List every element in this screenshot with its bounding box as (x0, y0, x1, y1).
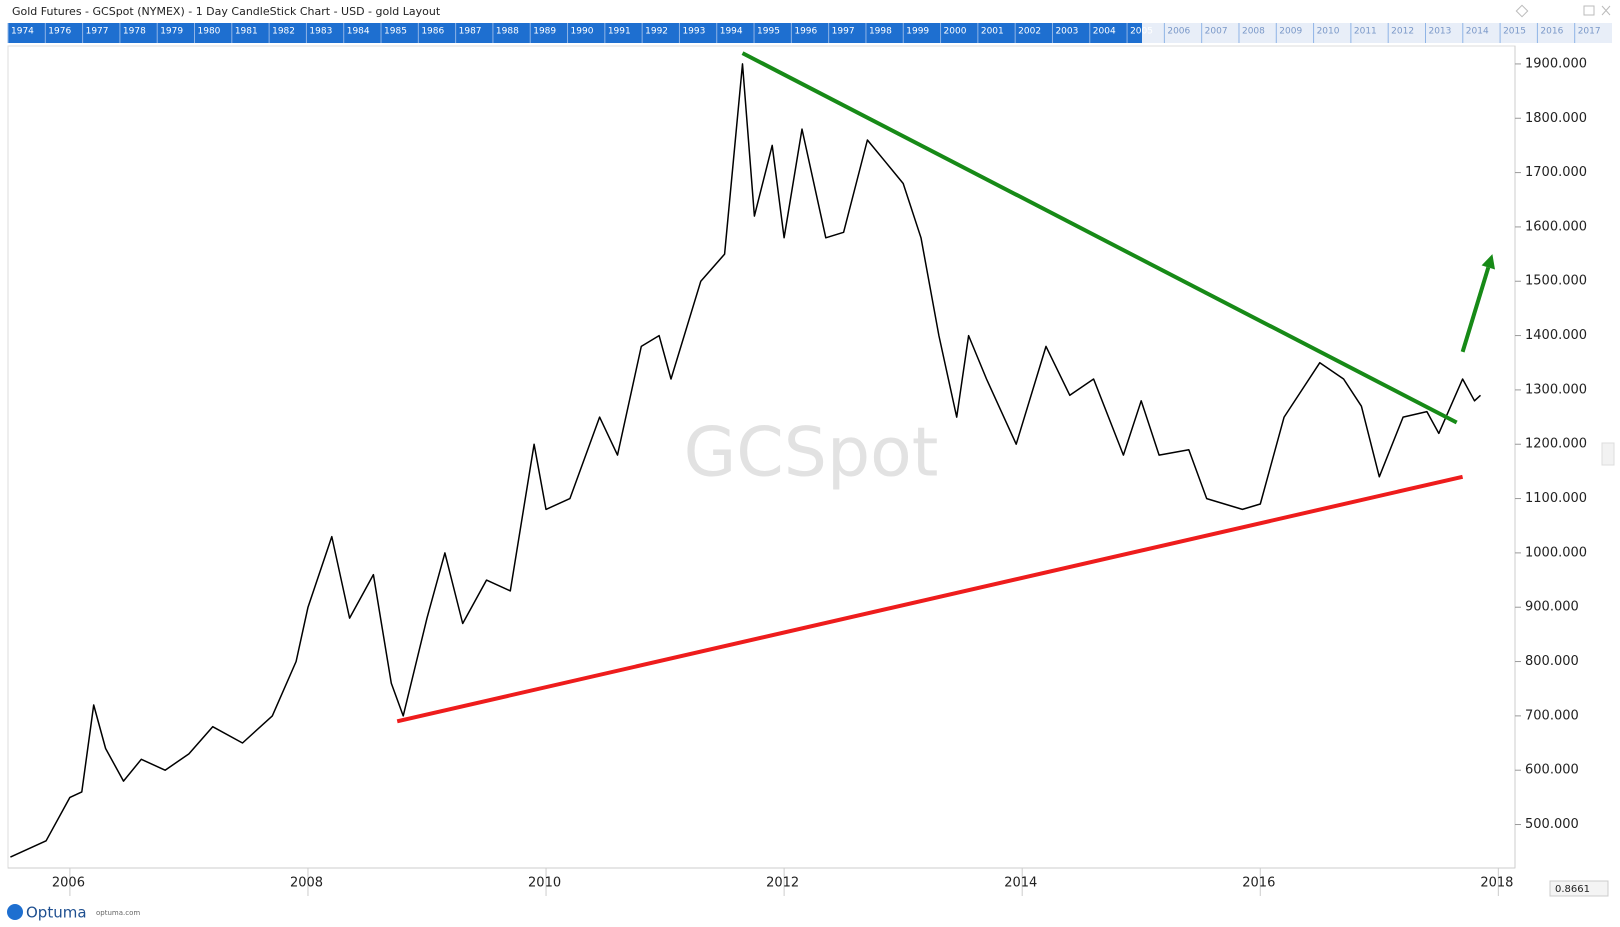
y-tick-label: 1600.000 (1525, 219, 1587, 234)
x-tick-label: 2008 (290, 876, 323, 891)
navigator-year: 1987 (459, 27, 482, 37)
navigator-year: 2002 (1018, 27, 1041, 37)
navigator-year: 1990 (571, 27, 594, 37)
icon[interactable] (1601, 5, 1611, 16)
arrow-head (1481, 254, 1496, 270)
y-tick-label: 800.000 (1525, 654, 1579, 669)
y-tick-label: 700.000 (1525, 708, 1579, 723)
x-tick-label: 2018 (1480, 876, 1513, 891)
x-tick-label: 2010 (528, 876, 561, 891)
y-tick-label: 1200.000 (1525, 437, 1587, 452)
side-tab[interactable] (1601, 442, 1615, 466)
navigator-year: 2003 (1055, 27, 1078, 37)
navigator-year: 2010 (1317, 27, 1340, 37)
navigator-year: 1997 (832, 27, 855, 37)
trendline (741, 51, 1458, 425)
y-tick-label: 1800.000 (1525, 111, 1587, 126)
navigator-year: 1983 (309, 27, 332, 37)
x-tick-label: 2016 (1242, 876, 1275, 891)
navigator-year: 2004 (1093, 27, 1116, 37)
navigator-year: 2006 (1167, 27, 1190, 37)
navigator-year: 1984 (347, 27, 370, 37)
navigator-year: 1974 (11, 27, 34, 37)
navigator-year: 1979 (160, 27, 183, 37)
navigator-year: 1991 (608, 27, 631, 37)
navigator-year: 1982 (272, 27, 295, 37)
navigator-year: 1988 (496, 27, 519, 37)
navigator-year: 1995 (757, 27, 780, 37)
navigator-year: 1986 (421, 27, 444, 37)
y-tick-label: 1100.000 (1525, 491, 1587, 506)
y-tick-label: 900.000 (1525, 600, 1579, 615)
y-tick-label: 1400.000 (1525, 328, 1587, 343)
scale-factor: 0.8661 (1555, 884, 1590, 895)
icon[interactable] (1515, 4, 1529, 18)
x-tick-label: 2012 (766, 876, 799, 891)
navigator-labels: 1974 1976 1977 1978 1979 1980 1981 1982 1983 1984… (7, 23, 1601, 43)
navigator-year: 2011 (1354, 27, 1377, 37)
navigator-year: 2000 (944, 27, 967, 37)
watermark: GCSpot (684, 414, 939, 493)
y-tick-label: 1000.000 (1525, 545, 1587, 560)
arrow (1460, 266, 1491, 353)
price-line (10, 63, 1482, 858)
brand: Optuma (26, 904, 87, 922)
navigator-year: 2001 (981, 27, 1004, 37)
navigator-year: 2016 (1540, 27, 1563, 37)
navigator-year: 1993 (682, 27, 705, 37)
x-tick-label: 2006 (52, 876, 85, 891)
navigator-year: 2014 (1466, 27, 1489, 37)
navigator-year: 2015 (1503, 27, 1526, 37)
navigator-year: 2005 (1130, 27, 1153, 37)
navigator-year: 1980 (198, 27, 221, 37)
y-tick-label: 600.000 (1525, 763, 1579, 778)
navigator-year: 2009 (1279, 27, 1302, 37)
navigator-year: 1998 (869, 27, 892, 37)
navigator-year: 2013 (1428, 27, 1451, 37)
navigator-year: 1999 (906, 27, 929, 37)
navigator-year: 1978 (123, 27, 146, 37)
icon[interactable] (1583, 5, 1595, 16)
navigator-year: 1996 (794, 27, 817, 37)
navigator-year: 1976 (48, 27, 71, 37)
navigator-year: 2012 (1391, 27, 1414, 37)
navigator-year: 1977 (86, 27, 109, 37)
navigator-year: 1985 (384, 27, 407, 37)
navigator-year: 2007 (1205, 27, 1228, 37)
x-tick-label: 2014 (1004, 876, 1037, 891)
trendline (396, 474, 1464, 724)
chart-title: Gold Futures - GCSpot (NYMEX) - 1 Day Ca… (12, 5, 441, 18)
y-tick-label: 1500.000 (1525, 274, 1587, 289)
logo (7, 904, 23, 920)
navigator-year: 2008 (1242, 27, 1265, 37)
toolbar-icons (1515, 4, 1611, 18)
y-tick-label: 1900.000 (1525, 56, 1587, 71)
navigator-selection[interactable] (8, 23, 1142, 43)
y-tick-label: 500.000 (1525, 817, 1579, 832)
y-tick-label: 1700.000 (1525, 165, 1587, 180)
navigator-year: 1989 (533, 27, 556, 37)
plot-area (7, 45, 1516, 869)
y-tick-label: 1300.000 (1525, 382, 1587, 397)
navigator-year: 1994 (720, 27, 743, 37)
navigator-year: 1981 (235, 27, 258, 37)
navigator-year: 2017 (1578, 27, 1601, 37)
brand-url: optuma.com (96, 909, 140, 917)
navigator-year: 1992 (645, 27, 668, 37)
scale-box (1549, 880, 1609, 897)
